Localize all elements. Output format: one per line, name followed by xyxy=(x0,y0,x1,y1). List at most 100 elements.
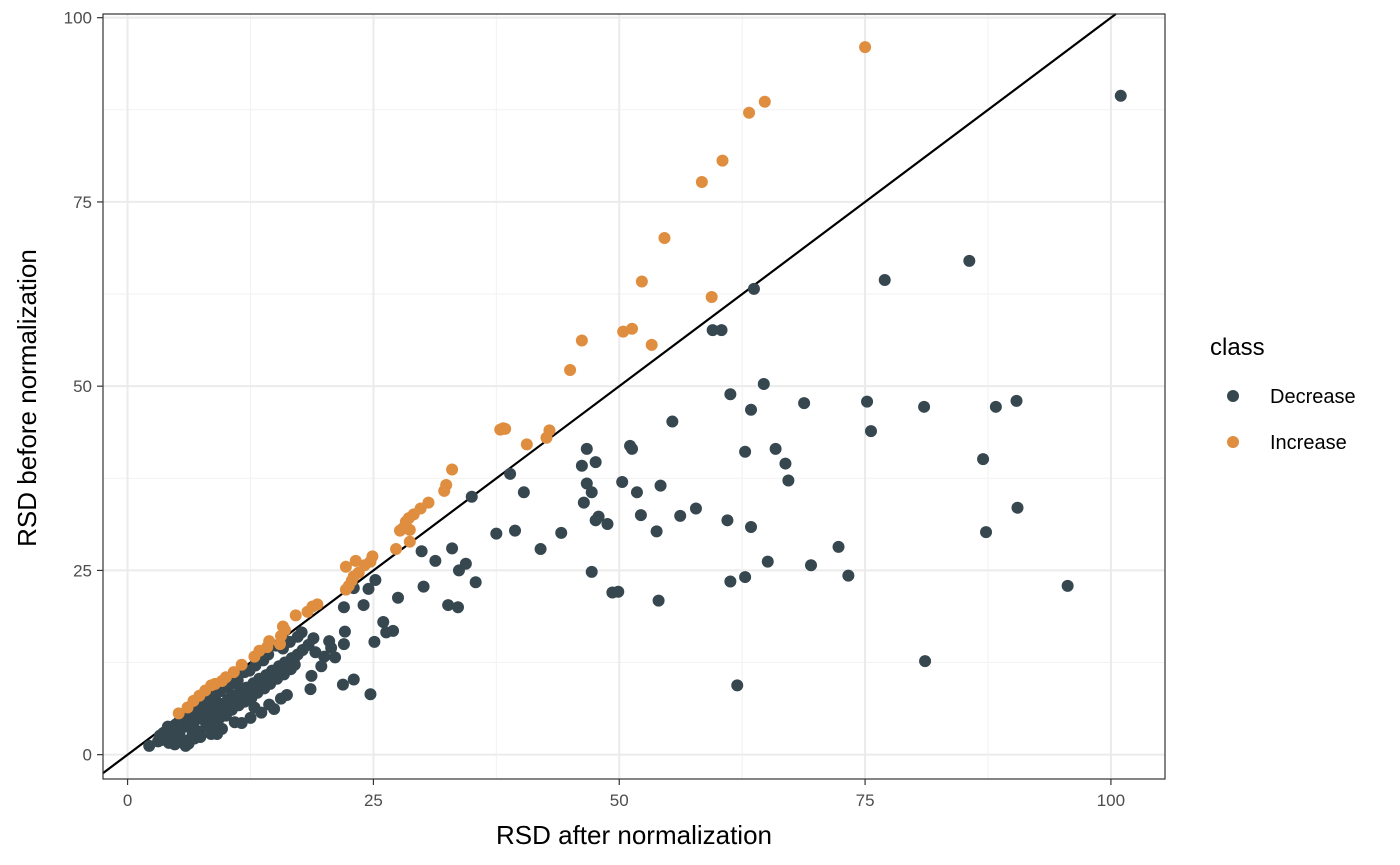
y-tick-label: 0 xyxy=(83,746,92,765)
point-decrease xyxy=(577,496,590,509)
legend-key-decrease xyxy=(1227,390,1239,402)
point-decrease xyxy=(652,594,665,607)
point-decrease xyxy=(517,486,530,499)
point-decrease xyxy=(864,425,877,438)
panel-border xyxy=(102,13,1166,780)
point-decrease xyxy=(769,442,782,455)
point-decrease xyxy=(337,601,350,614)
point-decrease xyxy=(364,688,377,701)
point-decrease xyxy=(989,400,1002,413)
point-increase xyxy=(289,609,302,622)
point-decrease xyxy=(739,571,752,584)
point-decrease xyxy=(338,625,351,638)
point-decrease xyxy=(248,701,261,714)
point-increase xyxy=(339,583,352,596)
point-decrease xyxy=(963,254,976,267)
point-decrease xyxy=(534,543,547,556)
point-decrease xyxy=(747,282,760,295)
point-increase xyxy=(705,291,718,304)
point-decrease xyxy=(805,559,817,572)
point-decrease xyxy=(417,580,430,593)
legend-label-decrease: Decrease xyxy=(1270,386,1356,408)
point-decrease xyxy=(318,650,331,663)
point-decrease xyxy=(580,477,593,490)
point-decrease xyxy=(429,554,442,567)
point-increase xyxy=(349,554,362,567)
point-decrease xyxy=(601,518,614,530)
point-decrease xyxy=(861,395,874,408)
point-decrease xyxy=(377,616,390,629)
point-decrease xyxy=(469,576,482,589)
point-decrease xyxy=(362,582,375,595)
point-decrease xyxy=(757,377,770,390)
point-decrease xyxy=(654,479,667,492)
point-decrease xyxy=(724,575,737,588)
x-tick-label: 0 xyxy=(123,791,132,810)
point-decrease xyxy=(246,683,259,696)
point-increase xyxy=(645,338,658,351)
y-axis: 0 25 50 75 100 xyxy=(64,9,103,765)
point-decrease xyxy=(368,635,381,648)
point-decrease xyxy=(315,660,328,673)
legend-label-increase: Increase xyxy=(1270,432,1347,454)
point-decrease xyxy=(210,706,223,719)
x-axis: 0 25 50 75 100 xyxy=(123,779,1125,810)
point-decrease xyxy=(233,690,246,703)
point-decrease xyxy=(369,574,382,587)
point-increase xyxy=(695,176,708,189)
point-decrease xyxy=(919,655,932,668)
x-tick-label: 75 xyxy=(856,791,875,810)
point-decrease xyxy=(674,509,687,522)
point-increase xyxy=(274,638,286,651)
point-increase xyxy=(403,523,416,536)
point-decrease xyxy=(451,601,464,614)
point-decrease xyxy=(490,527,503,540)
point-decrease xyxy=(198,711,211,724)
point-decrease xyxy=(288,658,301,671)
legend-title: class xyxy=(1210,334,1265,361)
point-decrease xyxy=(832,540,845,553)
point-decrease xyxy=(329,651,342,664)
point-decrease xyxy=(259,674,272,687)
point-increase xyxy=(859,41,872,54)
point-increase xyxy=(301,605,314,618)
point-increase xyxy=(339,560,352,573)
point-increase xyxy=(564,363,577,376)
point-decrease xyxy=(1061,579,1074,592)
y-axis-title: RSD before normalization xyxy=(12,249,42,547)
point-decrease xyxy=(509,524,522,537)
point-decrease xyxy=(347,673,360,686)
point-decrease xyxy=(446,542,459,555)
point-decrease xyxy=(739,445,752,458)
point-decrease xyxy=(309,646,322,659)
point-increase xyxy=(540,431,553,444)
y-tick-label: 25 xyxy=(73,561,92,580)
point-decrease xyxy=(465,490,478,503)
point-decrease xyxy=(779,457,792,470)
point-decrease xyxy=(187,719,200,732)
point-increase xyxy=(520,438,533,451)
point-decrease xyxy=(721,514,734,527)
point-decrease xyxy=(1010,394,1023,407)
point-decrease xyxy=(575,459,588,472)
point-decrease xyxy=(235,716,248,729)
point-decrease xyxy=(980,526,993,539)
point-decrease xyxy=(589,456,602,469)
point-increase xyxy=(497,422,510,435)
x-axis-title: RSD after normalization xyxy=(496,820,772,850)
point-decrease xyxy=(761,555,774,568)
y-tick-label: 75 xyxy=(73,193,92,212)
x-tick-label: 100 xyxy=(1097,791,1125,810)
point-decrease xyxy=(878,274,891,287)
legend-key-increase xyxy=(1227,436,1239,448)
point-increase xyxy=(390,543,403,556)
point-decrease xyxy=(336,678,349,691)
point-decrease xyxy=(392,591,404,604)
point-decrease xyxy=(626,442,639,455)
point-decrease xyxy=(268,702,281,715)
point-decrease xyxy=(612,585,625,598)
point-increase xyxy=(181,701,194,714)
point-decrease xyxy=(504,467,517,480)
point-decrease xyxy=(304,683,317,696)
